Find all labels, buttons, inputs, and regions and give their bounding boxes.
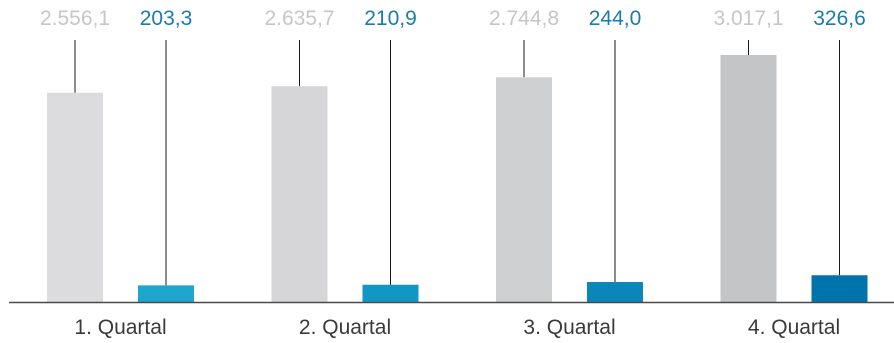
value-label-share-q1: 203,3 [140, 7, 193, 30]
bar-total-q4 [720, 55, 777, 302]
value-label-share-q3: 244,0 [589, 7, 642, 30]
category-label-q3: 3. Quartal [523, 316, 615, 339]
bar-share-q2 [362, 284, 419, 302]
bar-total-q1 [47, 92, 103, 303]
category-label-q1: 1. Quartal [74, 316, 166, 339]
value-label-total-q1: 2.556,1 [40, 7, 110, 30]
value-label-total-q3: 2.744,8 [489, 7, 559, 30]
bar-share-q3 [587, 282, 643, 302]
value-label-share-q4: 326,6 [813, 7, 866, 30]
value-label-total-q4: 3.017,1 [713, 7, 783, 30]
value-label-total-q2: 2.635,7 [264, 7, 334, 30]
bar-total-q2 [271, 86, 328, 302]
bar-share-q1 [138, 285, 194, 302]
category-label-q4: 4. Quartal [748, 316, 840, 339]
category-label-q2: 2. Quartal [299, 316, 391, 339]
bar-total-q3 [496, 77, 552, 302]
bar-share-q4 [811, 275, 868, 302]
value-label-share-q2: 210,9 [364, 7, 417, 30]
